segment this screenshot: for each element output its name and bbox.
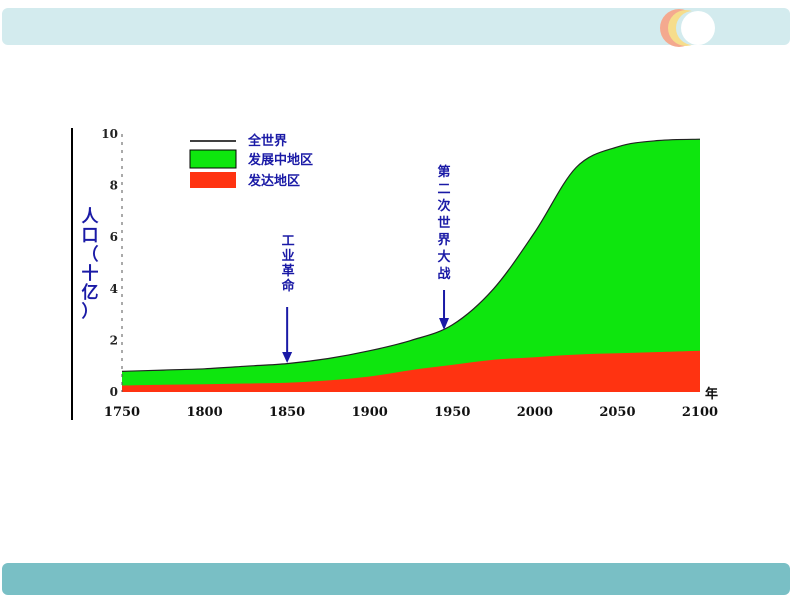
area-developing-regions <box>122 139 700 392</box>
legend-swatch-developed <box>190 172 236 188</box>
annotation-wwii-char: 第 <box>438 164 451 180</box>
y-tick-label: 10 <box>101 127 118 141</box>
annotation-wwii-char: 二 <box>438 182 451 197</box>
arc-decoration-icon <box>660 9 715 47</box>
annotation-wwii-char: 战 <box>438 266 451 282</box>
y-axis-label-char: 口 <box>82 226 99 246</box>
x-axis-label: 年 <box>705 386 718 402</box>
axes: 0 2 4 6 8 10 1750 1800 1850 1900 1950 2000 2050 2100 年… <box>71 127 718 420</box>
annotation-industrial-revolution-char: 业 <box>282 248 295 264</box>
legend-label-world: 全世界 <box>247 133 287 149</box>
annotation-industrial-revolution-char: 革 <box>282 263 295 279</box>
y-tick-label: 8 <box>110 179 118 193</box>
legend-label-developing: 发展中地区 <box>247 152 313 168</box>
x-tick-label: 1750 <box>104 405 140 420</box>
y-axis-label-char: 亿 <box>82 282 99 303</box>
annotation-wwii-char: 次 <box>438 198 451 214</box>
x-tick-label: 2000 <box>517 405 553 420</box>
x-tick-label: 1800 <box>186 405 222 420</box>
x-tick-label: 1950 <box>434 405 470 420</box>
plot-area <box>121 138 701 392</box>
y-axis-label-char: （ <box>82 244 99 265</box>
annotation-industrial-revolution-char: 命 <box>281 278 296 294</box>
annotation-wwii-char: 世 <box>438 215 451 231</box>
y-tick-label: 6 <box>110 230 118 244</box>
y-tick-label: 4 <box>110 282 118 296</box>
y-tick-label: 2 <box>110 333 118 347</box>
x-tick-label: 2050 <box>599 405 635 420</box>
area-developed-regions <box>122 350 700 392</box>
arrowhead-wwii-icon <box>439 318 450 330</box>
y-axis-label-char: ） <box>82 301 99 322</box>
x-tick-label: 2100 <box>682 405 718 420</box>
arrowhead-industrial-revolution-icon <box>282 352 293 363</box>
y-axis-label-char: 人 <box>82 207 100 227</box>
header-bar <box>2 8 790 45</box>
annotation-wwii-char: 界 <box>438 232 451 248</box>
x-tick-label: 1900 <box>352 405 388 420</box>
y-tick-label: 0 <box>110 385 118 399</box>
legend-label-developed: 发达地区 <box>247 173 300 189</box>
y-axis-label-char: 十 <box>82 263 99 284</box>
legend-swatch-developing <box>189 149 237 169</box>
footer-bar <box>2 563 790 595</box>
annotation-industrial-revolution-char: 工 <box>282 234 295 249</box>
annotation-wwii-char: 大 <box>438 249 451 265</box>
line-world-total <box>121 138 701 372</box>
x-tick-label: 1850 <box>269 405 305 420</box>
